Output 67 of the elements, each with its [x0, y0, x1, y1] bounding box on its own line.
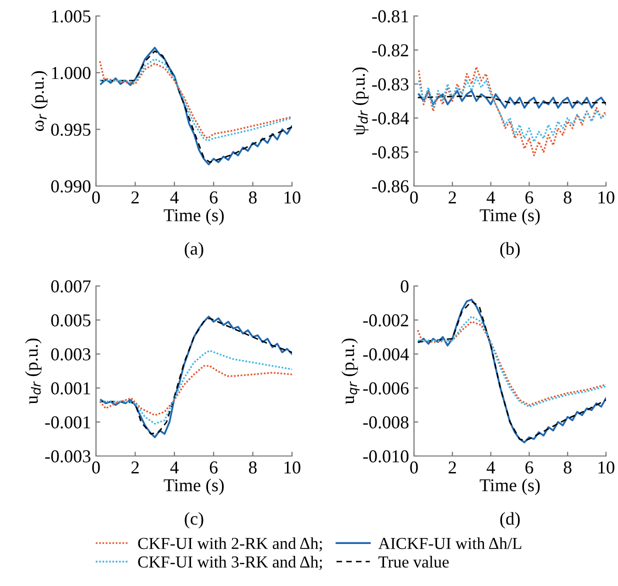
x-tick-label: 2 [448, 461, 456, 474]
y-tick-label: 0.007 [51, 280, 91, 293]
y-tick-label: -0.003 [45, 450, 90, 463]
x-axis-title: Time (s) [480, 208, 540, 225]
y-tick-label: -0.82 [372, 44, 408, 57]
x-tick-label: 10 [598, 191, 614, 204]
y-tick-label: -0.010 [363, 450, 408, 463]
y-tick-label: 1.005 [52, 10, 90, 23]
x-axis-title: Time (s) [164, 208, 224, 225]
y-tick-label: 0.990 [51, 180, 90, 193]
y-tick-label: 0.005 [51, 314, 90, 327]
line-series [99, 350, 292, 425]
y-tick-label: -0.008 [363, 416, 408, 429]
y-axis-title: u$_{dr}$ (p.u.) [25, 338, 42, 404]
y-tick-label: 1.000 [52, 66, 90, 80]
x-tick-label: 10 [284, 461, 300, 474]
y-tick-label: -0.86 [372, 180, 409, 193]
legend-label: AICKF-UI with Δh/L [378, 537, 522, 550]
x-tick-label: 10 [284, 191, 300, 204]
x-tick-label: 2 [131, 191, 139, 204]
x-tick-label: 4 [486, 192, 496, 204]
line-series [418, 66, 606, 156]
legend-label: CKF-UI with 2-RK and Δh; [138, 537, 322, 552]
x-tick-label: 0 [410, 191, 418, 204]
y-tick-label: 0.003 [51, 348, 90, 361]
x-axis-title: Time (s) [480, 478, 540, 495]
x-tick-label: 8 [248, 191, 257, 204]
x-tick-label: 6 [210, 461, 218, 474]
y-tick-label: -0.002 [363, 314, 408, 327]
x-tick-label: 6 [210, 191, 218, 204]
x-tick-label: 6 [525, 461, 534, 474]
x-tick-label: 4 [170, 462, 179, 474]
text: (c) [184, 512, 204, 528]
line-series [99, 365, 292, 416]
y-axis-title: u$_{qr}$ (p.u.) [341, 338, 360, 404]
x-tick-label: 0 [92, 191, 100, 204]
y-tick-label: -0.001 [45, 416, 90, 429]
x-tick-label: 0 [92, 461, 100, 474]
line-series [418, 76, 606, 143]
x-tick-label: 8 [564, 461, 572, 474]
legend-label: True value [378, 556, 449, 568]
x-tick-label: 4 [486, 462, 496, 474]
text: (b) [500, 242, 520, 258]
x-tick-label: 2 [131, 461, 139, 474]
y-axis-title: ω$_{r}$ (p.u.) [31, 71, 48, 131]
x-tick-label: 4 [170, 192, 179, 204]
y-tick-label: -0.84 [372, 112, 409, 125]
x-tick-label: 6 [525, 191, 534, 204]
y-tick-label: 0 [400, 280, 408, 292]
text: (a) [184, 242, 204, 258]
x-tick-label: 0 [410, 461, 418, 474]
x-tick-label: 8 [564, 191, 572, 204]
y-tick-label: -0.81 [372, 10, 408, 23]
x-tick-label: 8 [248, 461, 257, 474]
y-tick-label: 0.001 [51, 382, 90, 395]
y-axis-title: ψ$_{dr}$ (p.u.) [352, 67, 369, 136]
legend-label: CKF-UI with 3-RK and Δh; [138, 556, 322, 570]
line-series [418, 90, 606, 109]
y-tick-label: 0.995 [51, 124, 90, 136]
y-tick-label: -0.004 [363, 348, 409, 361]
y-tick-label: -0.85 [372, 146, 408, 159]
text: (d) [500, 512, 520, 528]
x-tick-label: 2 [448, 191, 456, 204]
y-tick-label: -0.83 [372, 78, 408, 91]
y-tick-label: -0.006 [363, 382, 409, 395]
x-axis-title: Time (s) [164, 478, 224, 495]
x-tick-label: 10 [598, 461, 614, 474]
